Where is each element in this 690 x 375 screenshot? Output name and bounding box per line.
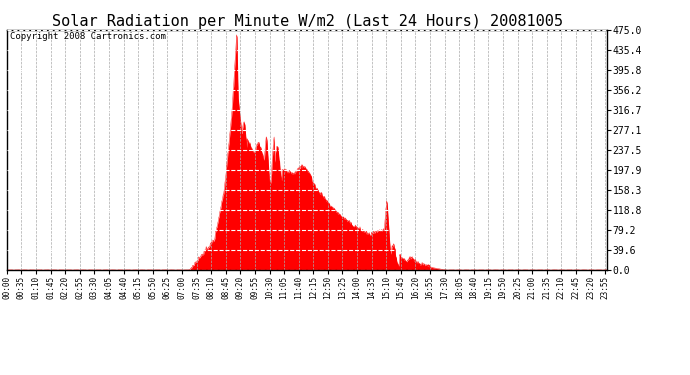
Title: Solar Radiation per Minute W/m2 (Last 24 Hours) 20081005: Solar Radiation per Minute W/m2 (Last 24… [52, 14, 562, 29]
Text: Copyright 2008 Cartronics.com: Copyright 2008 Cartronics.com [10, 32, 166, 41]
